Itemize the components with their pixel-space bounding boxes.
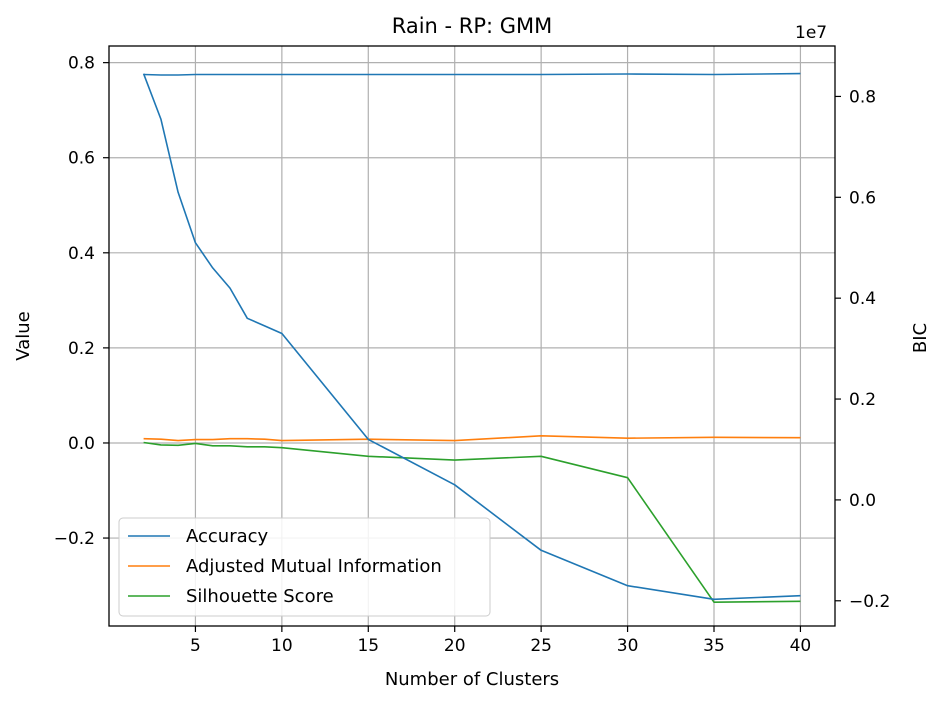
x-tick-label: 35	[703, 636, 725, 656]
y-left-tick-label: 0.6	[68, 149, 95, 169]
y-right-tick-label: 0.2	[849, 390, 876, 410]
y-left-tick-label: 0.4	[68, 244, 95, 264]
chart-title: Rain - RP: GMM	[392, 14, 553, 38]
y-left-tick-label: 0.2	[68, 339, 95, 359]
series-line-adjusted-mutual-information	[143, 434, 801, 442]
axes: 5 10 15 20 25 30 35 40 0.8 0.6 0.4 0.2 0.0 −0.2 0.8 0.6…	[54, 54, 891, 656]
y-right-tick-label: 0.0	[849, 491, 876, 511]
y-left-tick-label: 0.8	[68, 54, 95, 74]
y-right-tick-label: 0.6	[849, 188, 876, 208]
x-tick-label: 40	[790, 636, 812, 656]
y-axis-right-label: BIC	[910, 323, 931, 353]
y-left-tick-label: 0.0	[68, 434, 95, 454]
y-right-tick-label: −0.2	[849, 592, 890, 612]
x-tick-label: 10	[271, 636, 293, 656]
x-tick-label: 30	[617, 636, 639, 656]
right-axis-offset-label: 1e7	[795, 23, 827, 43]
series-line-bic	[142, 73, 801, 601]
x-axis-label: Number of Clusters	[385, 669, 559, 690]
legend: Accuracy Adjusted Mutual Information Silho…	[118, 517, 491, 617]
y-right-tick-label: 0.4	[849, 289, 876, 309]
legend-box	[118, 517, 491, 617]
y-right-tick-label: 0.8	[849, 87, 876, 107]
x-tick-label: 25	[530, 636, 552, 656]
legend-label: Silhouette Score	[186, 586, 334, 607]
y-axis-left-label: Value	[13, 311, 34, 360]
x-tick-label: 15	[357, 636, 379, 656]
legend-label: Accuracy	[186, 526, 269, 547]
series-lines	[142, 72, 801, 604]
series-line-accuracy	[143, 72, 801, 76]
legend-label: Adjusted Mutual Information	[186, 556, 442, 577]
x-tick-label: 20	[444, 636, 466, 656]
legend-entries: Accuracy Adjusted Mutual Information Silho…	[128, 526, 442, 607]
x-tick-label: 5	[190, 636, 201, 656]
y-left-tick-label: −0.2	[54, 529, 95, 549]
series-line-silhouette-score	[143, 441, 801, 604]
plot-area-frame	[108, 45, 836, 627]
